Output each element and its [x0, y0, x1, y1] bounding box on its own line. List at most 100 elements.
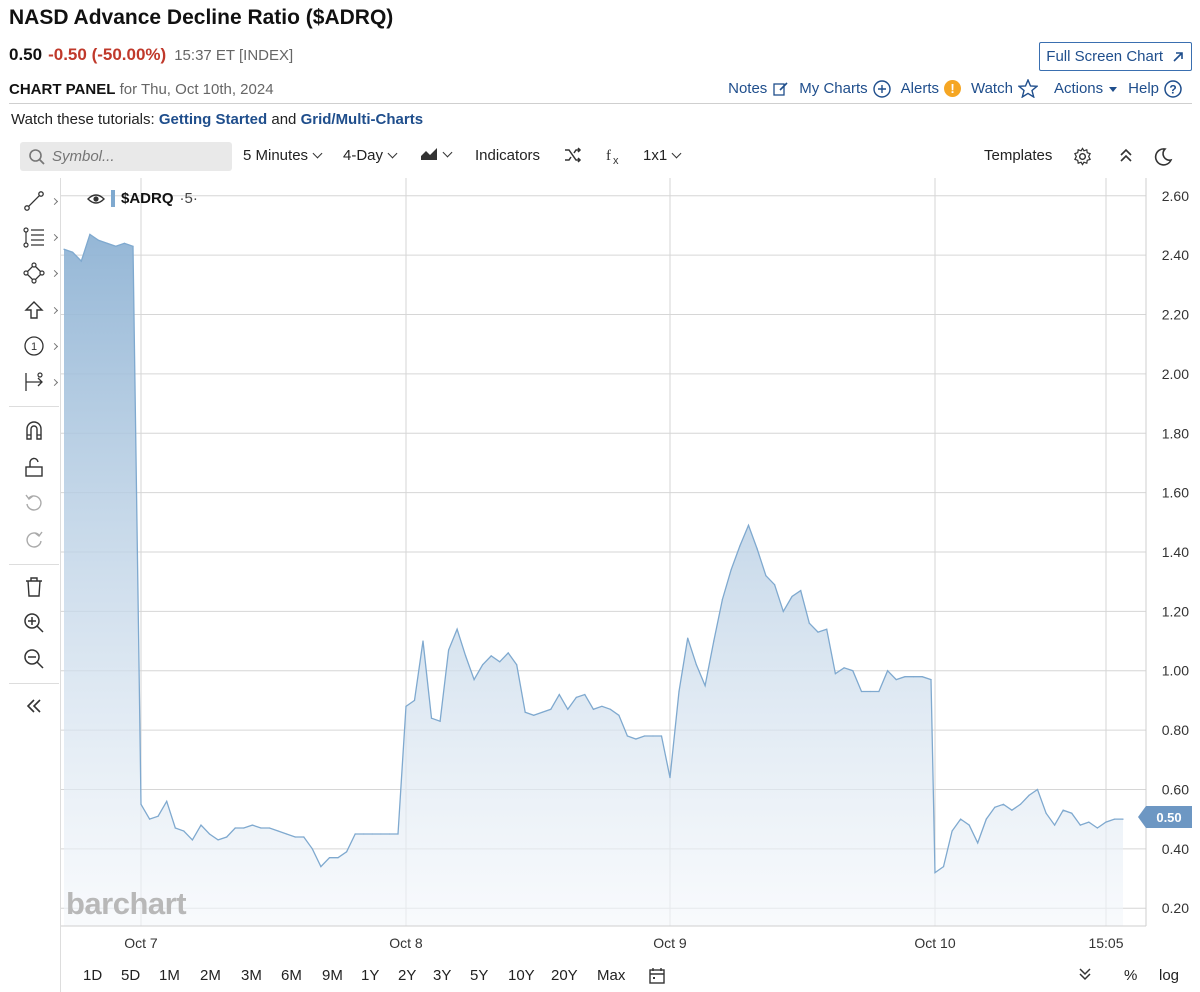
data-point — [174, 827, 176, 829]
data-point — [739, 545, 741, 547]
range-button-1m[interactable]: 1M — [159, 967, 180, 984]
interval-dropdown[interactable]: 5 Minutes — [243, 147, 323, 164]
range-button-20y[interactable]: 20Y — [551, 967, 578, 984]
alerts-link[interactable]: Alerts ! — [901, 79, 961, 98]
range-button-5d[interactable]: 5D — [121, 967, 141, 984]
interval-label: 5 Minutes — [243, 147, 309, 164]
data-point — [157, 815, 159, 817]
period-dropdown[interactable]: 4-Day — [343, 147, 398, 164]
page-title: NASD Advance Decline Ratio ($ADRQ) — [9, 6, 394, 29]
range-button-max[interactable]: Max — [597, 967, 626, 984]
my-charts-link[interactable]: My Charts — [799, 79, 891, 98]
range-button-1d[interactable]: 1D — [83, 967, 103, 984]
data-point — [652, 735, 654, 737]
data-point — [439, 720, 441, 722]
data-point — [234, 827, 236, 829]
legend-symbol: $ADRQ — [121, 190, 174, 207]
actions-label: Actions — [1053, 80, 1104, 97]
shapes-tool[interactable] — [21, 260, 47, 286]
data-point — [363, 833, 365, 835]
quote-meta: 15:37 ET [INDEX] — [174, 47, 294, 64]
arrow-tool[interactable] — [21, 297, 47, 323]
data-point — [601, 705, 603, 707]
data-point — [328, 857, 331, 859]
help-link[interactable]: Help ? — [1128, 79, 1182, 98]
numbered-circle-icon: 1 — [24, 336, 44, 356]
symbol-search[interactable] — [20, 142, 232, 171]
templates-button[interactable]: Templates — [984, 147, 1052, 164]
svg-text:?: ? — [1169, 82, 1176, 96]
y-tick-label: 2.00 — [1162, 366, 1189, 382]
data-point — [687, 637, 689, 639]
watch-link[interactable]: Watch — [971, 79, 1038, 98]
price-chart[interactable]: 2.60 2.40 2.20 2.00 1.80 1.60 1.40 1.20 1.00 0.80… — [61, 178, 1200, 992]
chart-type-dropdown[interactable] — [420, 147, 453, 161]
search-icon — [29, 148, 45, 165]
unlock-icon — [25, 457, 43, 477]
tutorials-line: Watch these tutorials: Getting Started a… — [11, 111, 423, 128]
indicators-button[interactable]: Indicators — [475, 147, 540, 164]
range-button-10y[interactable]: 10Y — [508, 967, 535, 984]
range-button-9m[interactable]: 9M — [322, 967, 343, 984]
alert-icon: ! — [943, 80, 961, 97]
settings-button[interactable] — [1073, 147, 1092, 166]
tool-divider — [9, 683, 59, 684]
lock-tool[interactable] — [21, 454, 47, 480]
compare-button[interactable] — [564, 147, 582, 163]
data-point — [226, 836, 228, 838]
data-point — [397, 833, 399, 835]
data-point — [643, 735, 646, 737]
dark-mode-toggle[interactable] — [1153, 147, 1173, 167]
measure-tool[interactable] — [21, 369, 47, 395]
data-point — [747, 524, 750, 526]
layout-label: 1x1 — [643, 147, 668, 164]
log-scale-toggle[interactable]: log — [1159, 967, 1180, 984]
actions-menu[interactable]: Actions — [1054, 79, 1118, 98]
range-button-6m[interactable]: 6M — [281, 967, 302, 984]
y-tick-label: 1.40 — [1162, 544, 1189, 560]
data-point — [951, 830, 953, 832]
y-tick-label: 2.60 — [1162, 188, 1189, 204]
data-point — [448, 649, 450, 651]
y-tick-label: 1.80 — [1162, 425, 1189, 441]
layout-dropdown[interactable]: 1x1 — [643, 147, 682, 164]
label-tool[interactable]: 1 — [21, 333, 47, 359]
range-button-1y[interactable]: 1Y — [361, 967, 380, 984]
trendline-tool[interactable] — [21, 188, 47, 214]
calendar-button[interactable] — [648, 967, 666, 989]
data-point — [592, 708, 595, 710]
y-tick-label: 0.80 — [1162, 722, 1189, 738]
data-point — [80, 260, 82, 262]
range-button-3m[interactable]: 3M — [241, 967, 262, 984]
notes-link[interactable]: Notes — [728, 79, 789, 98]
series-swatch — [111, 190, 115, 207]
zoom-out-button[interactable] — [21, 646, 47, 672]
edit-icon — [773, 82, 788, 96]
data-point — [388, 833, 390, 835]
getting-started-link[interactable]: Getting Started — [158, 111, 268, 128]
collapse-toolbar-button[interactable] — [1118, 147, 1134, 163]
percent-scale-toggle[interactable]: % — [1124, 967, 1138, 984]
fibonacci-tool[interactable] — [21, 224, 47, 250]
data-point — [183, 830, 185, 832]
redo-button[interactable] — [21, 527, 47, 553]
range-button-5y[interactable]: 5Y — [470, 967, 489, 984]
chevron-down-icon — [387, 148, 398, 159]
full-screen-chart-button[interactable]: Full Screen Chart — [1039, 42, 1192, 71]
drawing-tools-sidebar: 1 — [9, 178, 61, 992]
data-point — [994, 806, 996, 808]
expand-panel-button[interactable] — [1078, 967, 1092, 985]
eye-icon[interactable] — [87, 192, 105, 206]
zoom-in-button[interactable] — [21, 610, 47, 636]
range-button-3y[interactable]: 3Y — [433, 967, 452, 984]
chart-area[interactable]: 2.60 2.40 2.20 2.00 1.80 1.60 1.40 1.20 1.00 0.80… — [61, 178, 1200, 992]
delete-drawings-button[interactable] — [21, 574, 47, 600]
symbol-search-input[interactable] — [52, 148, 222, 165]
magnet-tool[interactable] — [21, 417, 47, 443]
range-button-2m[interactable]: 2M — [200, 967, 221, 984]
range-button-2y[interactable]: 2Y — [398, 967, 417, 984]
grid-multi-charts-link[interactable]: Grid/Multi-Charts — [300, 111, 424, 128]
undo-button[interactable] — [21, 490, 47, 516]
collapse-sidebar-button[interactable] — [21, 693, 47, 719]
